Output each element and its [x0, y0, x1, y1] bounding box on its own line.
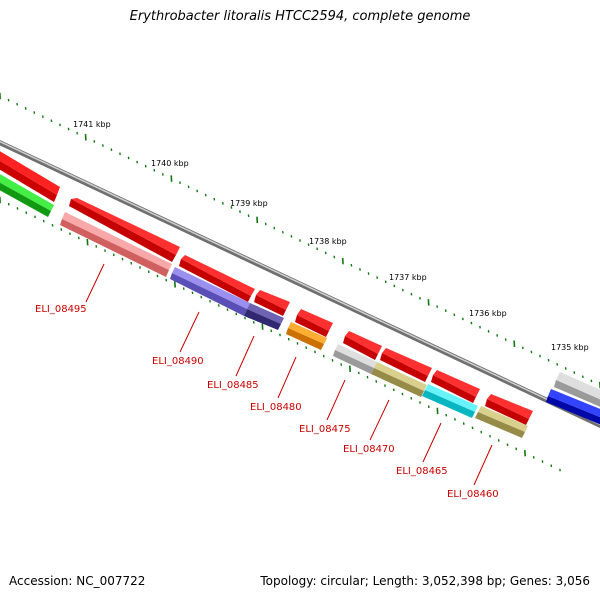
- gene-label-08485[interactable]: ELI_08485: [207, 380, 259, 391]
- ruler-labels: 1741 kbp 1740 kbp 1739 kbp 1738 kbp 1737…: [73, 120, 589, 352]
- ruler-label-1738: 1738 kbp: [309, 237, 347, 246]
- ruler-label-1740: 1740 kbp: [151, 159, 189, 168]
- gene-arrow-forward-9[interactable]: [485, 394, 533, 425]
- ruler-label-1735: 1735 kbp: [551, 343, 589, 352]
- leader-line-08495: [85, 263, 105, 303]
- gene-label-08465[interactable]: ELI_08465: [396, 466, 448, 477]
- leader-line-08490: [179, 311, 200, 353]
- gene-arrow-forward-7[interactable]: [380, 348, 432, 382]
- ruler-label-1741: 1741 kbp: [73, 120, 111, 129]
- gene-gray-right[interactable]: [554, 372, 600, 408]
- leader-line-08465: [422, 422, 442, 463]
- leader-line-08475: [326, 379, 346, 421]
- ruler-dashes: [0, 92, 600, 472]
- gene-label-08495[interactable]: ELI_08495: [35, 304, 87, 315]
- ruler-label-1736: 1736 kbp: [469, 309, 507, 318]
- leader-line-08460: [473, 444, 493, 486]
- gene-arrow-forward-6[interactable]: [343, 331, 382, 360]
- gene-khaki-1[interactable]: [371, 362, 427, 397]
- gene-arrow-forward-2[interactable]: [69, 198, 180, 262]
- gene-arrow-forward-5[interactable]: [295, 309, 333, 337]
- gene-cyan[interactable]: [422, 384, 478, 418]
- gene-khaki-2[interactable]: [475, 406, 528, 438]
- gene-pink[interactable]: [60, 212, 172, 277]
- ruler-label-1737: 1737 kbp: [389, 273, 427, 282]
- genome-backbone: [0, 139, 600, 429]
- gene-green[interactable]: [0, 173, 54, 217]
- genome-summary-text: Topology: circular; Length: 3,052,398 bp…: [260, 574, 590, 588]
- gene-label-08470[interactable]: ELI_08470: [343, 444, 395, 455]
- leader-line-08480: [277, 356, 297, 399]
- gene-arrow-forward-4[interactable]: [254, 290, 290, 316]
- gene-features: [0, 150, 600, 438]
- gene-blue[interactable]: [546, 389, 600, 426]
- gene-label-08460[interactable]: ELI_08460: [447, 489, 499, 500]
- label-leaders: [85, 263, 493, 486]
- accession-text: Accession: NC_007722: [9, 574, 146, 588]
- gene-label-08490[interactable]: ELI_08490: [152, 356, 204, 367]
- gene-arrow-forward-8[interactable]: [431, 370, 480, 403]
- gene-purple[interactable]: [170, 267, 250, 316]
- gene-arrow-forward-3[interactable]: [179, 255, 255, 302]
- gene-gray[interactable]: [333, 344, 377, 374]
- map-title: Erythrobacter litoralis HTCC2594, comple…: [129, 9, 471, 24]
- gene-orange[interactable]: [286, 322, 327, 350]
- gene-labels: ELI_08495 ELI_08490 ELI_08485 ELI_08480 …: [35, 304, 499, 500]
- gene-label-08480[interactable]: ELI_08480: [250, 402, 302, 413]
- ruler-label-1739: 1739 kbp: [230, 199, 268, 208]
- gene-dark-purple[interactable]: [244, 303, 284, 330]
- leader-line-08470: [369, 399, 390, 441]
- gene-label-08475[interactable]: ELI_08475: [299, 424, 351, 435]
- gene-arrow-forward-1[interactable]: [0, 150, 60, 202]
- leader-line-08485: [235, 335, 255, 377]
